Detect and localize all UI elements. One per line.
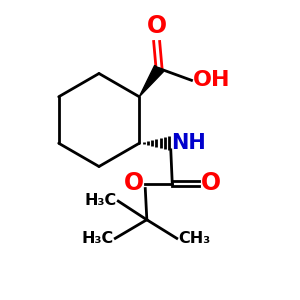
Text: O: O bbox=[147, 14, 167, 38]
Text: OH: OH bbox=[193, 70, 230, 90]
Text: NH: NH bbox=[171, 133, 206, 153]
Text: H₃C: H₃C bbox=[82, 232, 114, 247]
Polygon shape bbox=[139, 65, 164, 97]
Text: O: O bbox=[124, 171, 144, 195]
Text: H₃C: H₃C bbox=[85, 193, 117, 208]
Text: O: O bbox=[201, 171, 221, 195]
Text: CH₃: CH₃ bbox=[178, 232, 210, 247]
